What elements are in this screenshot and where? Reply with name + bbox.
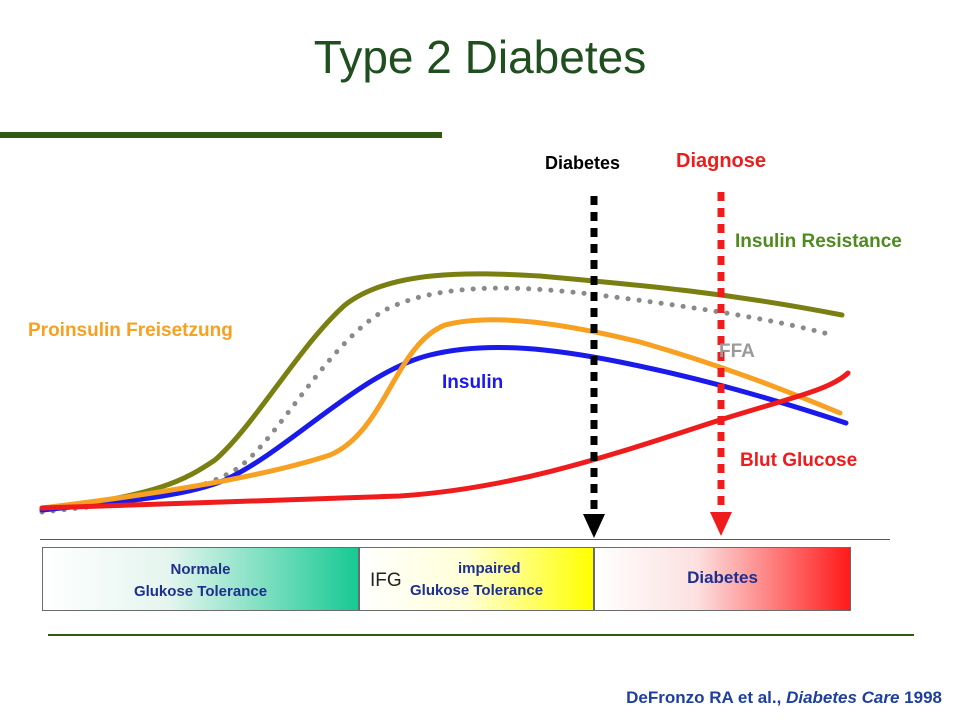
- diabetes-marker-arrowhead: [583, 514, 605, 538]
- stage-impaired-line2: Glukose Tolerance: [410, 582, 544, 599]
- stage-diabetes: Diabetes: [594, 547, 851, 611]
- insulin-resistance-curve: [39, 271, 845, 513]
- insulin-label: Insulin: [442, 372, 504, 393]
- proinsulin-label: Proinsulin Freisetzung: [28, 320, 233, 341]
- stage-diabetes-label: Diabetes: [687, 568, 758, 587]
- ffa-curve: [39, 285, 835, 515]
- citation-authors: DeFronzo RA et al.,: [626, 688, 787, 707]
- diabetes-marker-label: Diabetes: [545, 153, 621, 173]
- citation-journal: Diabetes Care: [786, 688, 900, 707]
- ffa-label: FFA: [719, 341, 755, 362]
- stage-impaired-line1: impaired: [458, 560, 521, 577]
- diagnose-marker-label: Diagnose: [676, 150, 767, 172]
- insulin-resistance-label: Insulin Resistance: [735, 231, 902, 252]
- stage-impaired-tolerance: IFG impaired Glukose Tolerance: [359, 547, 594, 611]
- blood-glucose-curve: [39, 370, 851, 511]
- baseline-axis: [40, 539, 890, 540]
- insulin-curve: [39, 344, 849, 513]
- citation: DeFronzo RA et al., Diabetes Care 1998: [626, 688, 942, 708]
- slide-title: Type 2 Diabetes: [313, 31, 647, 83]
- stage-normal-line1: Normale: [170, 561, 231, 578]
- stage-normal-line2: Glukose Tolerance: [133, 583, 268, 600]
- blood-glucose-label: Blut Glucose: [740, 450, 858, 471]
- citation-year: 1998: [899, 688, 942, 707]
- title-underline: [0, 132, 442, 138]
- proinsulin-curve: [39, 317, 843, 511]
- stage-ifg-label: IFG: [370, 570, 402, 591]
- diagnose-marker-arrowhead: [710, 512, 732, 536]
- footer-rule: [48, 634, 914, 636]
- stage-normal-tolerance: Normale Glukose Tolerance: [42, 547, 359, 611]
